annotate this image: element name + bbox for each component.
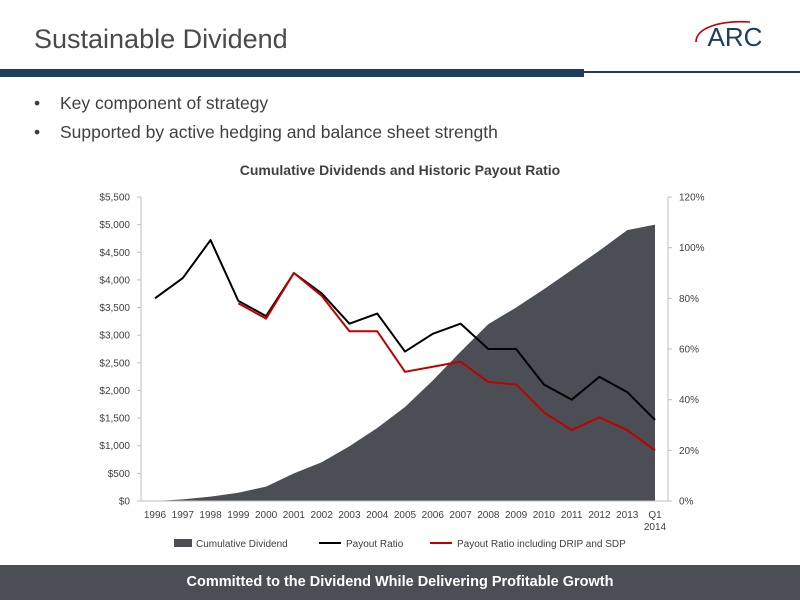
left-tick-label: $2,500 xyxy=(99,358,130,369)
axes-layer: $0 $500 $1,000 $1,500 $2,000 $2,500 $3,000 $3,5… xyxy=(99,193,704,534)
bullet-item: • Key component of strategy xyxy=(34,90,498,119)
bullet-text: Key component of strategy xyxy=(60,93,269,113)
left-tick-label: $4,500 xyxy=(99,248,130,259)
bullet-text: Supported by active hedging and balance … xyxy=(60,122,498,142)
right-tick-label: 80% xyxy=(679,294,699,305)
x-tick-label: 1996 xyxy=(144,510,167,521)
x-tick-label: 1999 xyxy=(227,510,250,521)
logo-text: ARC xyxy=(708,22,763,52)
x-tick-label: 2010 xyxy=(533,510,556,521)
right-tick-label: 100% xyxy=(679,243,705,254)
left-tick-label: $1,000 xyxy=(99,441,130,452)
legend-label-drip: Payout Ratio including DRIP and SDP xyxy=(457,539,626,550)
header-rule xyxy=(584,71,800,73)
x-tick-label: 2005 xyxy=(394,510,417,521)
header-bar xyxy=(0,69,584,77)
bullet-dot: • xyxy=(34,93,41,113)
left-tick-label: $0 xyxy=(119,497,131,508)
left-tick-label: $500 xyxy=(108,469,131,480)
cumulative-dividend-area xyxy=(155,224,655,502)
x-tick-label: 2008 xyxy=(477,510,500,521)
bullet-item: • Supported by active hedging and balance… xyxy=(34,119,498,148)
x-tick-label: 2009 xyxy=(505,510,528,521)
arc-logo: ARC xyxy=(695,20,763,52)
x-tick-label: 2004 xyxy=(366,510,389,521)
left-tick-label: $3,500 xyxy=(99,303,130,314)
payout-ratio-line xyxy=(154,239,656,421)
legend-label-payout: Payout Ratio xyxy=(346,539,404,550)
legend-label-area: Cumulative Dividend xyxy=(196,539,288,550)
x-tick-label: 1997 xyxy=(172,510,195,521)
x-tick-label: 2011 xyxy=(561,510,583,521)
left-tick-label: $5,500 xyxy=(99,193,130,204)
left-tick-label: $1,500 xyxy=(99,414,130,425)
x-tick-label: 2013 xyxy=(616,510,639,521)
x-tick-label: 2002 xyxy=(311,510,334,521)
x-tick-label: 2001 xyxy=(283,510,306,521)
left-tick-label: $5,000 xyxy=(99,220,130,231)
x-tick-label: 2000 xyxy=(255,510,278,521)
left-tick-label: $4,000 xyxy=(99,275,130,286)
right-tick-label: 120% xyxy=(679,193,705,204)
bullet-list: • Key component of strategy • Supported by… xyxy=(34,90,498,148)
x-tick-label: 2003 xyxy=(338,510,361,521)
left-tick-label: $3,000 xyxy=(99,331,130,342)
x-tick-label: Q1 xyxy=(648,510,662,521)
legend: Cumulative Dividend Payout Ratio Payout Ra… xyxy=(174,539,626,550)
x-tick-label: 1998 xyxy=(199,510,222,521)
dividend-chart: $0 $500 $1,000 $1,500 $2,000 $2,500 $3,000 $3,5… xyxy=(99,193,704,551)
footer-banner: Committed to the Dividend While Deliveri… xyxy=(0,565,800,600)
legend-swatch-area xyxy=(174,539,192,547)
x-tick-label: 2014 xyxy=(644,522,667,533)
chart-title: Cumulative Dividends and Historic Payout… xyxy=(239,162,561,178)
slide-title: Sustainable Dividend xyxy=(34,24,288,54)
x-tick-label: 2012 xyxy=(588,510,611,521)
right-tick-label: 60% xyxy=(679,345,699,356)
x-tick-label: 2007 xyxy=(449,510,472,521)
right-tick-label: 0% xyxy=(679,497,694,508)
payout-ratio-drip-line xyxy=(237,272,656,452)
x-tick-label: 2006 xyxy=(422,510,445,521)
area-layer xyxy=(155,224,655,502)
bullet-dot: • xyxy=(34,122,41,142)
left-tick-label: $2,000 xyxy=(99,386,130,397)
line-layer xyxy=(154,239,656,452)
logo-swoosh xyxy=(695,20,751,43)
right-tick-label: 20% xyxy=(679,446,699,457)
right-tick-label: 40% xyxy=(679,395,699,406)
